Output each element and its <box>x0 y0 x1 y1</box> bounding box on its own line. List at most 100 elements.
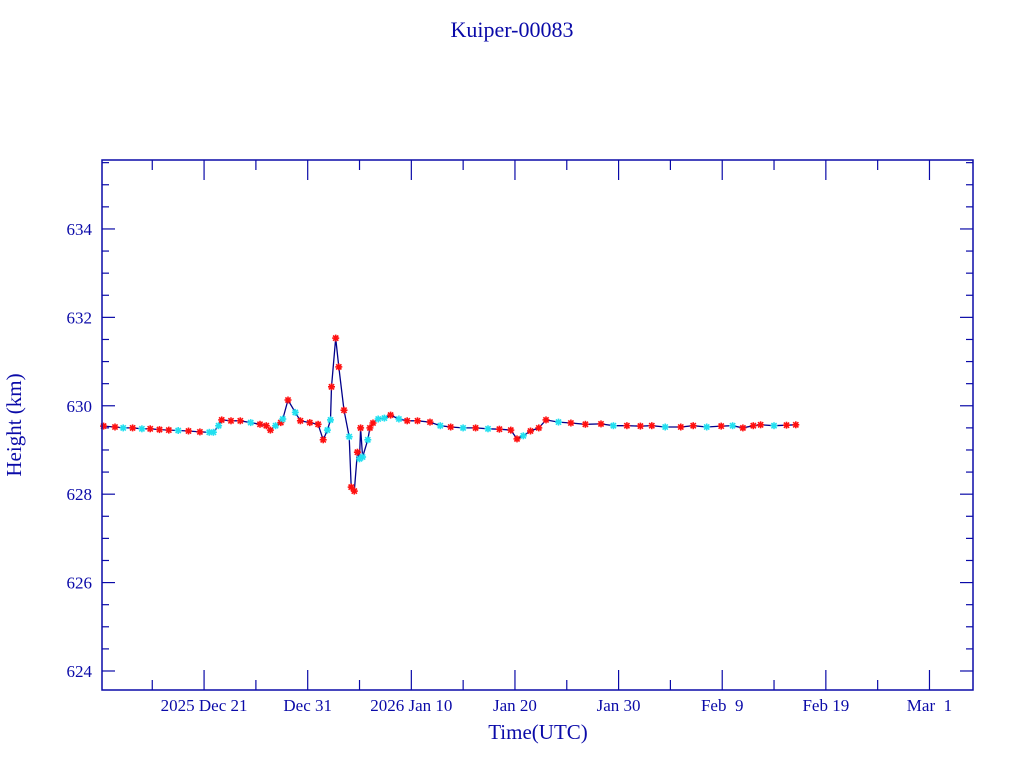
y-tick-label: 628 <box>67 485 93 504</box>
data-point-marker <box>447 423 455 431</box>
y-tick-label: 630 <box>67 397 93 416</box>
x-tick-label: Feb 19 <box>802 696 849 715</box>
marker-stroke <box>227 417 235 424</box>
data-point-marker <box>185 427 192 435</box>
data-point-marker <box>196 428 204 436</box>
marker-stroke <box>637 422 644 430</box>
data-point-marker <box>100 422 108 430</box>
data-point-marker <box>272 422 280 430</box>
data-point-marker <box>156 426 163 434</box>
data-point-marker <box>597 420 605 428</box>
data-point-marker <box>648 422 656 430</box>
y-tick-label: 624 <box>67 662 93 681</box>
marker-stroke <box>237 417 244 424</box>
marker-stroke <box>677 423 684 431</box>
marker-stroke <box>662 423 669 431</box>
marker-stroke <box>484 425 492 432</box>
data-point-marker <box>567 419 575 427</box>
data-point-marker <box>717 422 725 430</box>
axis-ticks <box>102 160 973 690</box>
data-point-marker <box>374 415 382 423</box>
data-point-marker <box>319 436 327 444</box>
data-point-marker <box>623 422 631 430</box>
marker-stroke <box>185 427 192 435</box>
marker-stroke <box>757 421 764 428</box>
data-point-marker <box>218 416 226 424</box>
tick-labels: 2025 Dec 21 Dec 31 2026 Jan 10 Jan 20 Jan 30… <box>67 220 953 715</box>
data-point-marker <box>129 424 137 432</box>
data-point-marker <box>215 422 223 430</box>
marker-stroke <box>404 417 411 424</box>
marker-stroke <box>332 334 339 342</box>
data-point-marker <box>345 433 353 441</box>
marker-stroke <box>648 422 655 429</box>
data-point-marker <box>426 418 434 426</box>
marker-stroke <box>147 425 154 432</box>
y-tick-label: 632 <box>67 308 93 327</box>
data-point-marker <box>359 453 367 461</box>
marker-stroke <box>359 453 366 461</box>
data-point-marker <box>770 422 778 430</box>
data-point-marker <box>459 424 467 432</box>
marker-stroke <box>111 423 119 431</box>
data-point-marker <box>146 425 154 433</box>
y-axis-label: Height (km) <box>2 373 26 476</box>
data-point-marker <box>256 420 264 428</box>
marker-stroke <box>582 421 589 428</box>
marker-stroke <box>426 418 434 426</box>
marker-stroke <box>218 416 225 424</box>
marker-stroke <box>156 426 163 433</box>
data-point-marker <box>783 421 790 429</box>
x-tick-label: Dec 31 <box>283 696 332 715</box>
marker-stroke <box>196 428 204 436</box>
data-point-marker <box>703 423 711 431</box>
marker-stroke <box>750 422 757 429</box>
marker-stroke <box>690 422 697 429</box>
x-tick-label: 2026 Jan 10 <box>370 696 452 715</box>
data-point-marker <box>484 425 492 433</box>
marker-stroke <box>375 415 382 423</box>
data-point-marker <box>395 415 403 423</box>
marker-stroke <box>381 414 388 422</box>
data-point-marker <box>472 424 480 432</box>
marker-stroke <box>346 433 353 440</box>
data-point-marker <box>340 406 348 414</box>
data-point-marker <box>327 416 334 424</box>
data-point-marker <box>519 432 527 440</box>
data-point-marker <box>353 448 361 456</box>
x-tick-label: Mar 1 <box>907 696 952 715</box>
data-point-marker <box>542 416 550 424</box>
data-point-marker <box>347 483 355 491</box>
marker-stroke <box>542 416 550 424</box>
marker-stroke <box>527 427 534 435</box>
data-point-marker <box>314 420 322 428</box>
data-point-marker <box>296 417 304 425</box>
marker-stroke <box>623 422 631 429</box>
marker-stroke <box>507 426 514 434</box>
data-point-marker <box>535 424 543 432</box>
marker-stroke <box>610 422 617 429</box>
data-point-marker <box>209 428 217 436</box>
marker-stroke <box>263 422 270 429</box>
data-point-marker <box>247 419 255 427</box>
marker-stroke <box>535 424 542 432</box>
marker-stroke <box>366 424 374 432</box>
data-point-marker <box>335 363 343 371</box>
marker-stroke <box>369 419 377 427</box>
data-point-marker <box>174 427 182 434</box>
marker-stroke <box>327 416 334 424</box>
marker-stroke <box>348 483 355 491</box>
marker-stroke <box>395 415 403 423</box>
data-point-marker <box>739 424 747 432</box>
series-line-height <box>103 338 796 493</box>
data-point-marker <box>279 415 287 423</box>
data-point-marker <box>495 425 503 433</box>
data-point-marker <box>387 411 395 419</box>
marker-stroke <box>175 427 182 434</box>
data-point-marker <box>364 436 372 444</box>
data-point-marker <box>581 420 589 428</box>
marker-stroke <box>328 383 335 390</box>
marker-stroke <box>247 419 254 426</box>
data-point-marker <box>111 423 119 431</box>
